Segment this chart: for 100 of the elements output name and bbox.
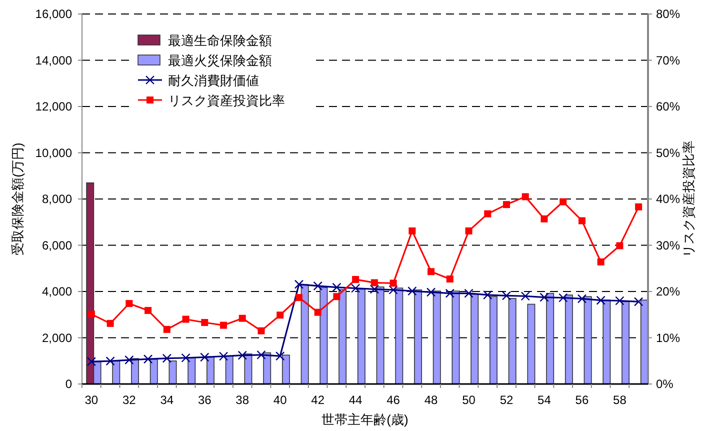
y2-tick-label: 0% <box>656 377 674 391</box>
point <box>465 227 472 234</box>
bar <box>244 354 252 384</box>
bar <box>263 352 272 384</box>
bar <box>432 290 441 384</box>
y2-tick-label: 80% <box>656 7 680 21</box>
y-tick-label: 4,000 <box>42 284 72 298</box>
point <box>144 306 152 314</box>
point <box>350 284 360 293</box>
bar <box>489 296 498 384</box>
point <box>276 351 285 361</box>
point <box>106 320 114 327</box>
x-tick-label: 56 <box>575 393 589 407</box>
point <box>182 316 190 323</box>
point <box>294 280 304 289</box>
point <box>220 322 227 329</box>
point <box>332 282 342 292</box>
bar <box>206 356 214 384</box>
bar <box>546 292 554 384</box>
point <box>256 350 266 360</box>
point <box>635 203 642 210</box>
x-tick-label: 44 <box>348 393 363 407</box>
point <box>276 312 284 319</box>
bar <box>300 284 309 384</box>
x-tick-label: 42 <box>311 393 325 407</box>
bar <box>622 301 630 384</box>
x-tick-label: 50 <box>462 393 476 407</box>
y2-tick-label: 50% <box>656 146 680 160</box>
y2-tick-label: 70% <box>656 53 680 68</box>
point <box>218 352 228 361</box>
bar <box>564 294 573 384</box>
bar <box>150 358 158 384</box>
point <box>370 284 380 294</box>
point <box>314 308 322 316</box>
y2-tick-label: 20% <box>656 284 680 298</box>
bar <box>584 296 592 384</box>
x-tick-label: 38 <box>236 393 250 407</box>
point <box>370 279 378 286</box>
bar <box>225 356 234 384</box>
point <box>106 356 115 366</box>
x-tick-label: 52 <box>500 393 514 407</box>
point <box>578 217 586 224</box>
point <box>596 296 606 305</box>
y2-tick-label: 10% <box>656 330 680 345</box>
point <box>540 292 549 302</box>
y-tick-label: 2,000 <box>42 330 72 345</box>
bar <box>188 357 196 384</box>
point <box>577 294 587 304</box>
point <box>313 281 322 291</box>
x-axis-title: 世帯主年齢(歳) <box>322 412 408 427</box>
point <box>428 268 435 276</box>
point <box>634 297 644 306</box>
point <box>126 300 133 308</box>
point <box>597 258 604 266</box>
point <box>615 296 624 306</box>
point <box>560 198 567 206</box>
y-axis-title: 受取保険金額(万円) <box>10 142 25 256</box>
point <box>238 350 247 360</box>
legend-label: 最適火災保険金額 <box>168 53 272 68</box>
legend-label: リスク資産投資比率 <box>168 93 285 108</box>
point <box>201 318 208 326</box>
y-tick-label: 12,000 <box>35 100 72 114</box>
legend-label: 耐久消費財価値 <box>168 73 259 88</box>
point <box>162 354 172 363</box>
bar <box>527 304 536 384</box>
bar <box>338 289 347 384</box>
bar <box>282 354 290 384</box>
point <box>484 210 492 218</box>
x-tick-label: 34 <box>160 393 174 407</box>
y2-axis-title: リスク資産投資比率 <box>681 140 696 258</box>
bar <box>112 360 120 384</box>
point <box>258 327 265 334</box>
bar <box>357 288 366 384</box>
point <box>181 353 190 362</box>
bar <box>602 300 611 384</box>
y-tick-label: 14,000 <box>35 53 72 68</box>
point <box>295 294 302 302</box>
point <box>124 355 134 365</box>
y-tick-label: 16,000 <box>35 7 72 21</box>
point <box>540 215 548 222</box>
y2-tick-label: 60% <box>656 100 680 114</box>
bar <box>508 298 516 384</box>
x-tick-label: 32 <box>122 393 136 407</box>
x-tick-label: 48 <box>424 393 438 407</box>
point <box>88 310 95 318</box>
point <box>446 276 454 283</box>
x-tick-label: 54 <box>538 393 552 407</box>
point <box>426 288 436 297</box>
y-tick-label: 0 <box>65 377 72 391</box>
point <box>408 227 416 234</box>
point <box>200 352 210 362</box>
bar <box>452 290 460 384</box>
point <box>464 288 474 298</box>
y2-tick-label: 40% <box>656 192 680 206</box>
point <box>390 280 397 287</box>
point <box>616 242 624 250</box>
point <box>86 356 96 366</box>
point <box>408 286 417 296</box>
point <box>520 292 530 301</box>
point <box>558 293 568 302</box>
